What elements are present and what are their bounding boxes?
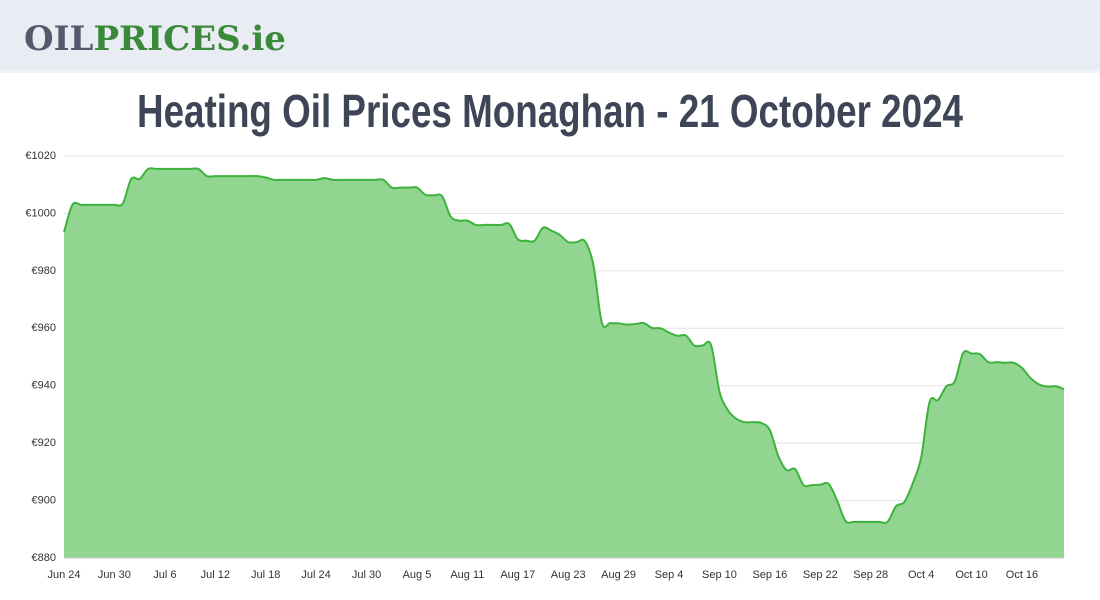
logo-prices: PRICES.ie bbox=[93, 19, 285, 59]
price-line bbox=[63, 167, 1065, 524]
area-fill bbox=[64, 168, 1064, 558]
y-tick-label: €1020 bbox=[25, 150, 56, 162]
x-tick-label: Aug 17 bbox=[500, 569, 535, 581]
logo[interactable]: OILPRICES.ie bbox=[24, 19, 286, 59]
x-tick-label: Jul 30 bbox=[352, 569, 381, 581]
x-tick-label: Oct 16 bbox=[1006, 569, 1038, 581]
y-tick-label: €960 bbox=[32, 322, 56, 334]
x-tick-label: Sep 22 bbox=[803, 569, 838, 581]
x-tick-label: Sep 10 bbox=[702, 569, 737, 581]
x-tick-label: Aug 11 bbox=[450, 569, 484, 581]
header-shadow bbox=[0, 70, 1100, 73]
x-tick-label: Jul 12 bbox=[201, 569, 230, 581]
x-tick-label: Aug 5 bbox=[403, 569, 432, 581]
y-tick-label: €920 bbox=[32, 437, 56, 449]
x-tick-label: Aug 29 bbox=[601, 569, 636, 581]
y-tick-label: €1000 bbox=[25, 207, 56, 219]
x-tick-label: Jul 6 bbox=[153, 569, 176, 581]
y-tick-label: €980 bbox=[32, 265, 56, 277]
x-tick-label: Jul 24 bbox=[301, 569, 330, 581]
y-tick-label: €940 bbox=[32, 380, 56, 392]
y-tick-label: €880 bbox=[32, 552, 56, 564]
x-tick-label: Jun 24 bbox=[47, 569, 80, 581]
x-tick-label: Aug 23 bbox=[551, 569, 586, 581]
chart: €880 €900 €920 €940 €960 €980 €1000 €1020 Jun 24… bbox=[25, 150, 1065, 581]
x-tick-label: Sep 28 bbox=[853, 569, 888, 581]
logo-oil: OIL bbox=[24, 19, 94, 59]
x-tick-label: Oct 4 bbox=[908, 569, 934, 581]
y-tick-label: €900 bbox=[32, 494, 56, 506]
x-tick-label: Sep 4 bbox=[655, 569, 684, 581]
chart-title: Heating Oil Prices Monaghan - 21 October… bbox=[137, 85, 963, 137]
x-tick-label: Jul 18 bbox=[251, 569, 280, 581]
x-tick-label: Oct 10 bbox=[955, 569, 987, 581]
x-tick-label: Jun 30 bbox=[98, 569, 131, 581]
header-bar bbox=[0, 0, 1100, 70]
x-tick-label: Sep 16 bbox=[752, 569, 787, 581]
